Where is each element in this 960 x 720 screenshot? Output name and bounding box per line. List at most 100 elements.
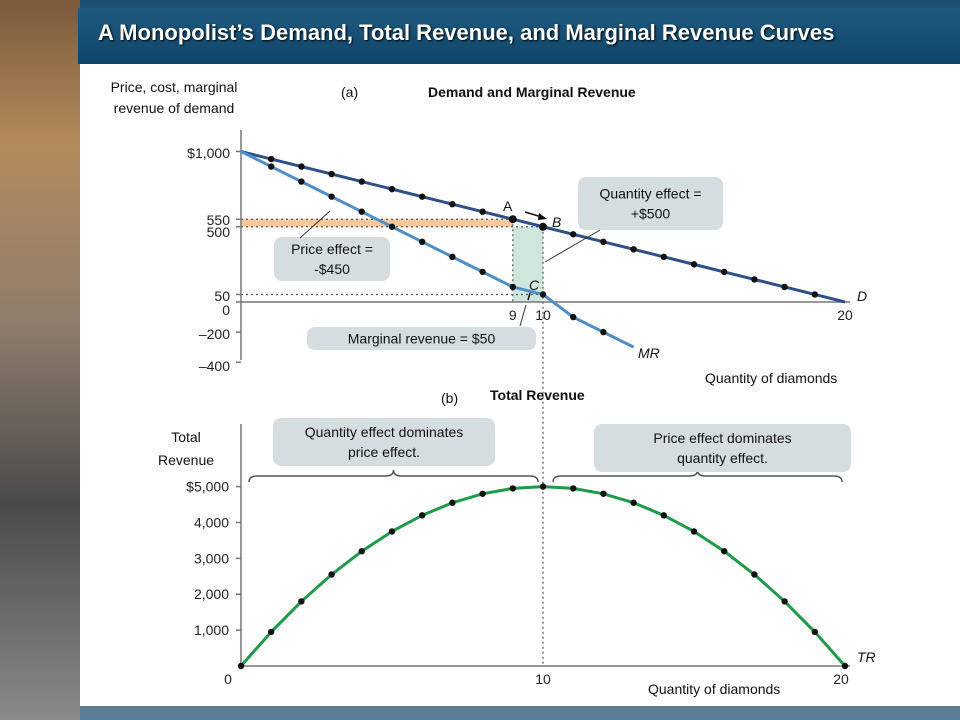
tr-point — [328, 571, 335, 578]
price-dominates-callout-box — [594, 424, 851, 472]
tr-point-end — [841, 662, 849, 670]
demand-point — [298, 163, 305, 170]
demand-point — [479, 208, 486, 215]
text-layer: Price, cost, marginal revenue of demand … — [111, 79, 876, 697]
quantity-dominates-callout-box — [273, 418, 495, 466]
point-b-label: B — [552, 214, 561, 230]
tr-point — [600, 490, 607, 497]
left-brace — [248, 469, 539, 483]
quantity-effect-callout-line-1: +$500 — [631, 206, 671, 222]
street-photo-strip — [0, 0, 80, 720]
tr-point — [690, 528, 698, 535]
marginal-revenue-callout-box — [307, 327, 536, 350]
mr-point — [509, 283, 516, 291]
demand-point — [660, 253, 667, 261]
point-a-label: A — [503, 198, 513, 214]
mr-point — [358, 208, 365, 215]
marginal-revenue-callout-line-0: Marginal revenue = $50 — [348, 331, 496, 347]
demand-point — [781, 283, 788, 291]
ylabel-b-line1: Total — [171, 429, 201, 445]
quantity-effect-callout-box — [578, 177, 723, 230]
ylabel-a-line1: Price, cost, marginal — [111, 79, 238, 95]
y-tick-label-a-0: $1,000 — [187, 145, 230, 161]
point-a — [508, 215, 517, 224]
tr-point — [388, 528, 396, 535]
shapes-layer — [236, 130, 851, 670]
chart-panel — [80, 64, 960, 706]
title-bar — [78, 8, 960, 64]
quantity-effect-leader — [544, 229, 601, 263]
mr-point — [539, 291, 547, 298]
demand-point — [388, 185, 396, 193]
y-tick-label-a-6: –400 — [199, 358, 230, 374]
x-tick-label-b-1: 10 — [535, 671, 551, 687]
tr-point — [781, 598, 788, 605]
y-tick-label-b-4: 1,000 — [194, 622, 229, 638]
price-dominates-callout-line-1: quantity effect. — [677, 450, 768, 466]
price-effect-leader — [299, 210, 331, 239]
tr-point — [539, 483, 547, 490]
price-effect-callout-line-1: -$450 — [314, 261, 350, 277]
y-tick-label-b-1: 4,000 — [194, 514, 229, 530]
tr-point — [570, 485, 577, 492]
marginal-revenue-leader — [519, 304, 527, 327]
demand-point — [328, 170, 335, 178]
panel-a-label: (a) — [341, 84, 358, 100]
xlabel-a: Quantity of diamonds — [705, 370, 837, 386]
ylabel-a-line2: revenue of demand — [114, 100, 235, 116]
demand-point — [268, 155, 275, 163]
mr-point — [449, 253, 456, 261]
quantity-effect-callout-line-0: Quantity effect = — [599, 186, 701, 202]
price-effect-callout-box — [274, 237, 390, 281]
panel-b-label: (b) — [441, 390, 458, 406]
tr-point — [449, 499, 456, 506]
mr-series-label: MR — [638, 345, 660, 361]
tr-point — [721, 547, 728, 555]
tr-point — [479, 490, 486, 497]
y-tick-label-b-2: 3,000 — [194, 550, 229, 566]
tr-point — [630, 499, 637, 506]
price-effect-callout-line-0: Price effect = — [291, 241, 373, 257]
demand-point — [358, 178, 365, 185]
x-tick-label-a-0: 9 — [509, 307, 517, 323]
demand-point — [570, 231, 577, 238]
tr-point — [419, 512, 426, 519]
mr-point — [328, 193, 335, 200]
y-tick-label-b-0: $5,000 — [186, 479, 229, 495]
demand-series-label: D — [857, 288, 867, 304]
ylabel-b-line2: Revenue — [158, 452, 214, 468]
panel-a-title: Demand and Marginal Revenue — [428, 84, 636, 100]
x-tick-label-b-0: 0 — [224, 671, 232, 687]
demand-point — [690, 261, 698, 268]
mr-point — [570, 313, 577, 321]
x-tick-label-a-2: 20 — [837, 307, 853, 323]
mr-point — [268, 163, 275, 170]
quantity-dominates-callout-line-1: price effect. — [348, 444, 420, 460]
y-tick-label-b-3: 2,000 — [194, 586, 229, 602]
y-tick-label-a-2: 500 — [207, 224, 231, 240]
demand-point — [600, 238, 607, 245]
x-tick-label-a-1: 10 — [535, 307, 551, 323]
slide-title: A Monopolist’s Demand, Total Revenue, an… — [98, 20, 835, 45]
mr-point — [479, 268, 486, 276]
mr-line — [240, 150, 635, 349]
tr-point — [268, 628, 275, 636]
mr-point — [419, 238, 426, 245]
panel-b-title: Total Revenue — [490, 387, 585, 403]
demand-point — [419, 193, 426, 200]
demand-point — [751, 276, 758, 283]
tr-series-label: TR — [857, 649, 876, 665]
tr-point-start — [237, 662, 245, 670]
y-tick-label-a-1: 550 — [207, 212, 231, 228]
price-effect-area — [241, 219, 513, 227]
xlabel-b: Quantity of diamonds — [648, 681, 780, 697]
tr-point — [751, 571, 758, 578]
x-tick-label-b-2: 20 — [833, 671, 849, 687]
point-c-label: C — [529, 277, 540, 293]
y-tick-label-a-3: 50 — [214, 288, 230, 304]
mr-point — [600, 328, 607, 336]
c-arrow — [527, 292, 531, 301]
quantity-dominates-callout-line-0: Quantity effect dominates — [305, 424, 464, 440]
mr-point — [388, 223, 396, 230]
